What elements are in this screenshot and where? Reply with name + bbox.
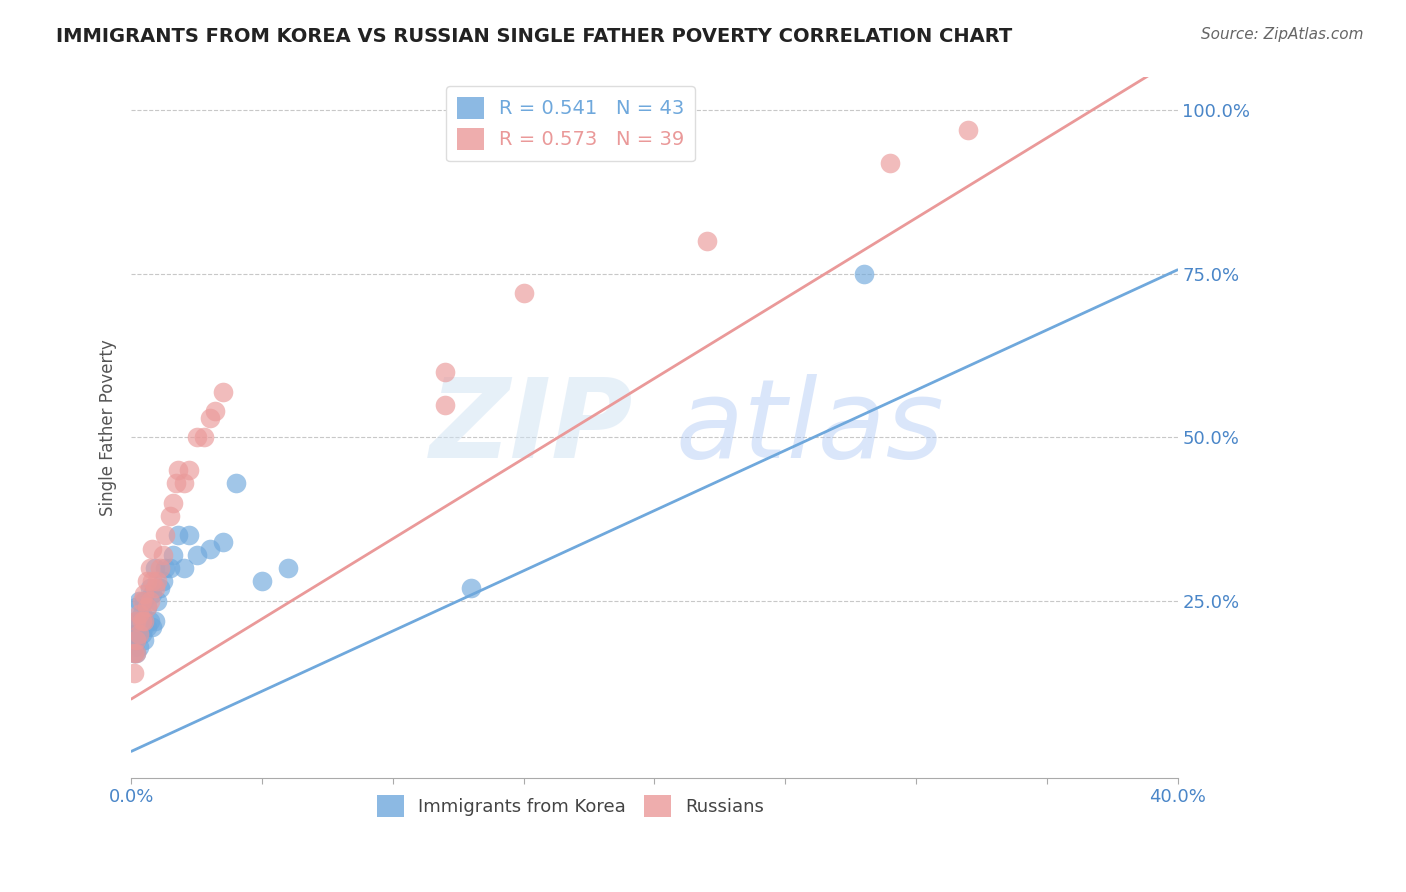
Point (134, 620, 156, 634)
Point (211, 535, 233, 549)
Point (162, 496, 184, 510)
Point (125, 633, 148, 648)
Point (141, 587, 163, 601)
Text: atlas: atlas (675, 374, 943, 481)
Text: Source: ZipAtlas.com: Source: ZipAtlas.com (1201, 27, 1364, 42)
Point (122, 646, 145, 660)
Point (128, 594, 150, 608)
Point (225, 476, 247, 491)
Point (159, 508, 181, 523)
Point (198, 410, 221, 425)
Point (125, 614, 148, 628)
Legend: Immigrants from Korea, Russians: Immigrants from Korea, Russians (370, 788, 772, 824)
Point (143, 614, 166, 628)
Point (141, 620, 163, 634)
Point (277, 561, 299, 575)
Point (131, 626, 153, 640)
Point (193, 430, 215, 444)
Point (211, 384, 233, 399)
Point (149, 581, 172, 595)
Point (198, 541, 221, 556)
Point (138, 581, 160, 595)
Point (696, 234, 718, 248)
Point (125, 633, 148, 648)
Point (134, 633, 156, 648)
Point (134, 614, 156, 628)
Point (460, 581, 482, 595)
Point (138, 614, 160, 628)
Text: IMMIGRANTS FROM KOREA VS RUSSIAN SINGLE FATHER POVERTY CORRELATION CHART: IMMIGRANTS FROM KOREA VS RUSSIAN SINGLE … (56, 27, 1012, 45)
Point (162, 548, 184, 562)
Text: ZIP: ZIP (430, 374, 634, 481)
Point (173, 561, 195, 575)
Point (125, 600, 148, 615)
Point (143, 581, 166, 595)
Point (125, 646, 148, 660)
Point (146, 574, 169, 589)
Point (186, 548, 208, 562)
Point (879, 155, 901, 169)
Point (122, 665, 145, 680)
Point (128, 640, 150, 654)
Point (138, 561, 160, 575)
Point (138, 594, 160, 608)
Point (141, 574, 163, 589)
Point (128, 614, 150, 628)
Point (434, 365, 457, 379)
Point (155, 561, 177, 575)
Point (204, 404, 226, 418)
Point (146, 594, 169, 608)
Point (128, 626, 150, 640)
Point (957, 122, 980, 136)
Point (143, 561, 166, 575)
Point (136, 600, 159, 615)
Point (167, 463, 190, 477)
Point (152, 574, 174, 589)
Point (141, 541, 163, 556)
Point (155, 528, 177, 542)
Point (177, 528, 200, 542)
Point (134, 587, 156, 601)
Point (159, 561, 181, 575)
Point (165, 476, 187, 491)
Y-axis label: Single Father Poverty: Single Father Poverty (100, 339, 117, 516)
Point (250, 574, 273, 589)
Point (128, 607, 150, 621)
Point (125, 626, 148, 640)
Point (128, 626, 150, 640)
Point (177, 463, 200, 477)
Point (434, 398, 457, 412)
Point (134, 594, 156, 608)
Point (122, 626, 145, 640)
Point (122, 640, 145, 654)
Point (136, 574, 159, 589)
Point (136, 620, 159, 634)
Point (186, 430, 208, 444)
Point (134, 614, 156, 628)
Point (125, 614, 148, 628)
Point (131, 594, 153, 608)
Point (149, 561, 172, 575)
Point (136, 600, 159, 615)
Point (167, 528, 190, 542)
Point (173, 476, 195, 491)
Point (852, 267, 875, 281)
Point (125, 646, 148, 660)
Point (131, 607, 153, 621)
Point (152, 548, 174, 562)
Point (131, 614, 153, 628)
Point (512, 286, 534, 301)
Point (122, 646, 145, 660)
